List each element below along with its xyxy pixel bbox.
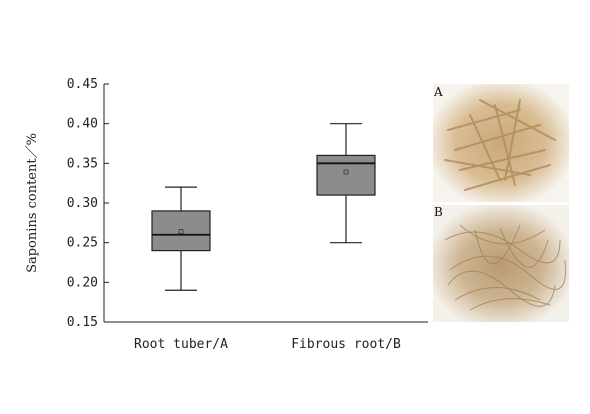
box-series-1 <box>151 186 211 291</box>
y-ticks: 0.45 0.40 0.35 0.30 0.25 0.20 0.15 <box>67 77 109 330</box>
iqr-box <box>316 154 376 196</box>
category-label: Root tuber/A <box>134 337 228 352</box>
y-tick-label: 0.15 <box>67 315 98 330</box>
photo-label-a: A <box>433 85 443 99</box>
x-labels: Root tuber/A Fibrous root/B <box>134 337 401 352</box>
y-tick-label: 0.35 <box>67 156 98 171</box>
box-series-2 <box>316 123 376 244</box>
y-tick-label: 0.25 <box>67 236 98 251</box>
y-tick-label: 0.20 <box>67 275 98 290</box>
iqr-box <box>151 210 211 252</box>
root-tuber-strands <box>444 99 556 191</box>
mean-marker <box>178 229 184 234</box>
y-axis-title: Saponins content／% <box>25 133 40 273</box>
fibrous-root-photo <box>433 205 569 322</box>
photo-panel-b: B <box>433 205 569 322</box>
fibrous-root-strands <box>444 224 567 311</box>
y-tick-label: 0.30 <box>67 196 98 211</box>
photo-panel-a: A <box>433 84 569 202</box>
y-tick-label: 0.40 <box>67 117 98 132</box>
boxes <box>151 123 376 291</box>
y-tick-label: 0.45 <box>67 77 98 92</box>
photo-label-b: B <box>434 205 443 219</box>
root-tuber-photo <box>433 84 569 202</box>
category-label: Fibrous root/B <box>291 337 401 352</box>
mean-marker <box>343 169 349 175</box>
